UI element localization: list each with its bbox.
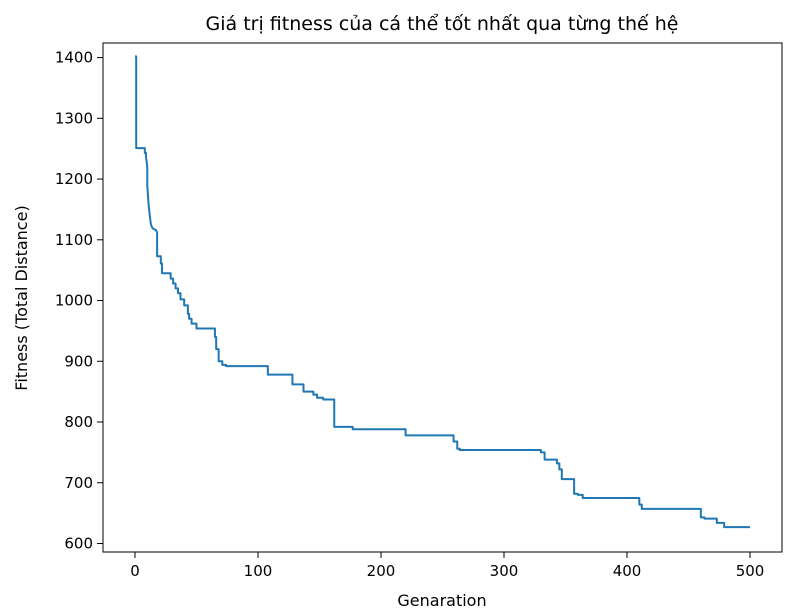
x-tick-label: 300 bbox=[490, 562, 519, 580]
plot-frame bbox=[102, 42, 783, 553]
y-tick-label: 1400 bbox=[55, 49, 93, 67]
x-tick-label: 0 bbox=[130, 562, 140, 580]
y-tick-label: 900 bbox=[64, 352, 93, 370]
y-tick-label: 1100 bbox=[55, 231, 93, 249]
y-tick-label: 700 bbox=[64, 474, 93, 492]
y-tick-label: 1300 bbox=[55, 109, 93, 127]
x-axis-ticks: 0 100 200 300 400 500 bbox=[130, 552, 764, 580]
y-axis-ticks: 600 700 800 900 1000 1100 1200 1300 1400 bbox=[55, 49, 103, 552]
x-axis-label: Genaration bbox=[397, 591, 486, 610]
y-tick-label: 1200 bbox=[55, 170, 93, 188]
y-tick-label: 600 bbox=[64, 534, 93, 552]
x-tick-label: 200 bbox=[367, 562, 396, 580]
series-line-fitness bbox=[134, 55, 751, 529]
y-tick-label: 800 bbox=[64, 413, 93, 431]
x-tick-label: 500 bbox=[736, 562, 765, 580]
x-tick-label: 100 bbox=[244, 562, 273, 580]
y-tick-label: 1000 bbox=[55, 292, 93, 310]
x-tick-label: 400 bbox=[613, 562, 642, 580]
y-axis-label: Fitness (Total Distance) bbox=[12, 205, 31, 390]
chart-title: Giá trị fitness của cá thể tốt nhất qua … bbox=[206, 13, 679, 35]
